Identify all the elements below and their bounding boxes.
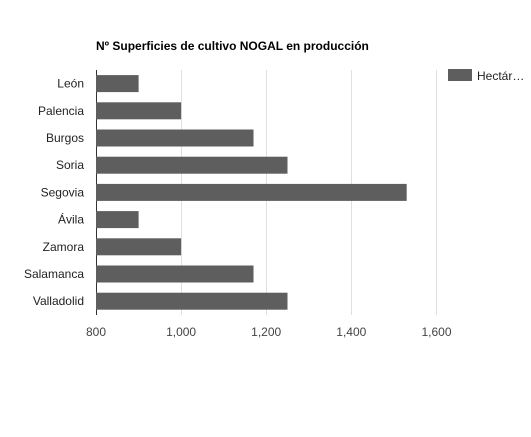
bars <box>96 75 407 310</box>
x-tick-label: 1,200 <box>251 325 281 339</box>
legend-label: Hectár… <box>477 69 524 83</box>
bar-Palencia[interactable] <box>96 102 182 120</box>
bar-Segovia[interactable] <box>96 183 407 201</box>
category-label: Zamora <box>43 240 85 254</box>
bar-Burgos[interactable] <box>96 129 254 147</box>
bar-Salamanca[interactable] <box>96 265 254 283</box>
legend-swatch <box>448 69 472 81</box>
x-tick-label: 800 <box>86 325 106 339</box>
legend[interactable]: Hectár… <box>448 69 524 83</box>
x-tick-labels: 800 1,000 1,200 1,400 1,600 <box>86 325 452 339</box>
category-label: Segovia <box>41 185 85 199</box>
category-label: Salamanca <box>24 267 84 281</box>
bar-Ávila[interactable] <box>96 211 139 229</box>
category-label: León <box>57 77 84 91</box>
category-label: Burgos <box>46 131 84 145</box>
x-tick-label: 1,600 <box>421 325 451 339</box>
category-label: Ávila <box>58 212 84 227</box>
category-label: Valladolid <box>33 294 84 308</box>
category-label: Palencia <box>38 104 84 118</box>
bar-León[interactable] <box>96 75 139 93</box>
bar-Soria[interactable] <box>96 156 288 174</box>
x-tick-label: 1,000 <box>166 325 196 339</box>
chart-title: Nº Superficies de cultivo NOGAL en produ… <box>96 39 369 53</box>
category-label: Soria <box>56 158 84 172</box>
bar-Zamora[interactable] <box>96 238 182 256</box>
category-labels: León Palencia Burgos Soria Segovia Ávila Zamor… <box>24 77 84 309</box>
bar-Valladolid[interactable] <box>96 292 288 310</box>
x-tick-label: 1,400 <box>336 325 366 339</box>
